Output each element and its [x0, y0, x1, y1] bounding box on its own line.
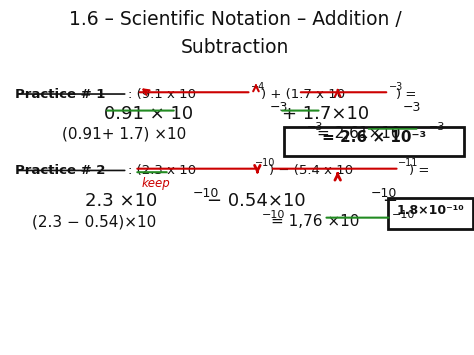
Text: ) =: ) = — [396, 88, 417, 101]
Text: (2.3 − 0.54)×10: (2.3 − 0.54)×10 — [32, 214, 156, 229]
Text: + 1.7×10: + 1.7×10 — [282, 105, 369, 123]
Text: ) =: ) = — [409, 164, 429, 177]
Text: 0.91 × 10: 0.91 × 10 — [104, 105, 193, 123]
FancyBboxPatch shape — [284, 127, 464, 155]
Text: −10: −10 — [255, 158, 275, 168]
Text: −10: −10 — [370, 187, 397, 200]
Text: Practice # 1: Practice # 1 — [15, 88, 106, 101]
Text: : (9.1 x 10: : (9.1 x 10 — [128, 88, 195, 101]
Text: −3: −3 — [389, 82, 403, 92]
Text: Practice # 2: Practice # 2 — [15, 164, 106, 177]
Text: −4: −4 — [251, 82, 265, 92]
Text: 1.8×10⁻¹⁰: 1.8×10⁻¹⁰ — [397, 204, 465, 217]
Text: − 0.54×10: − 0.54×10 — [207, 192, 306, 210]
FancyBboxPatch shape — [388, 198, 473, 229]
Text: −3: −3 — [270, 101, 288, 114]
Text: −11: −11 — [398, 158, 418, 168]
Text: = 2.6 × 10⁻³: = 2.6 × 10⁻³ — [322, 130, 426, 145]
Text: −10: −10 — [262, 210, 285, 220]
Text: −: − — [382, 192, 397, 210]
Text: ) − (5.4 x 10: ) − (5.4 x 10 — [269, 164, 353, 177]
Text: = 2,61×10: = 2,61×10 — [317, 126, 400, 141]
Text: ) + (1.7 x 10: ) + (1.7 x 10 — [261, 88, 345, 101]
Text: −10: −10 — [392, 210, 415, 220]
Text: = 1,76 ×10: = 1,76 ×10 — [272, 214, 360, 229]
Text: (0.91+ 1.7) ×10: (0.91+ 1.7) ×10 — [62, 126, 186, 141]
Text: keep: keep — [142, 178, 170, 191]
Text: −3: −3 — [307, 122, 324, 132]
Text: 1.6 – Scientific Notation – Addition /: 1.6 – Scientific Notation – Addition / — [69, 10, 401, 29]
Text: −3: −3 — [403, 101, 421, 114]
Text: : (2.3 x 10: : (2.3 x 10 — [128, 164, 196, 177]
Text: 2.3 ×10: 2.3 ×10 — [85, 192, 158, 210]
Text: −10: −10 — [193, 187, 219, 200]
Text: Subtraction: Subtraction — [181, 38, 289, 58]
Text: −3: −3 — [429, 122, 445, 132]
